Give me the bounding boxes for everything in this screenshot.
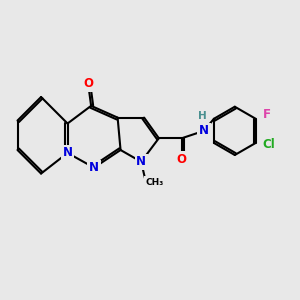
Text: N: N (89, 161, 99, 174)
Text: CH₃: CH₃ (145, 178, 164, 187)
Text: O: O (83, 77, 93, 90)
Text: Cl: Cl (262, 138, 275, 151)
Text: N: N (136, 155, 146, 168)
Text: N: N (199, 124, 209, 137)
Text: O: O (177, 153, 187, 166)
Text: F: F (263, 108, 271, 121)
Text: H: H (198, 110, 207, 121)
Text: N: N (63, 146, 73, 159)
